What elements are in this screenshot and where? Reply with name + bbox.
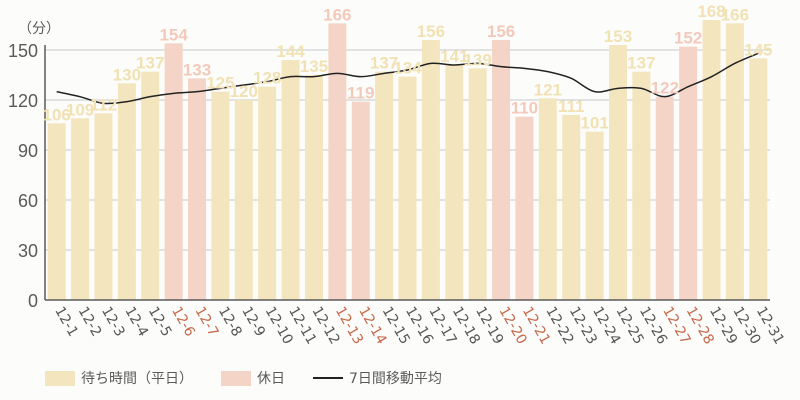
- bar-value-label: 156: [487, 22, 515, 41]
- bar: [749, 58, 768, 301]
- x-tick-label: 12-6: [168, 304, 198, 340]
- bar: [679, 46, 698, 300]
- bar: [351, 101, 370, 301]
- bar-value-label: 154: [159, 25, 188, 44]
- bar: [421, 40, 440, 300]
- bar-value-label: 128: [253, 69, 281, 88]
- bar-value-label: 137: [370, 54, 398, 73]
- legend: 待ち時間（平日） 休日 7日間移動平均: [45, 368, 470, 388]
- bar: [328, 23, 347, 300]
- bar: [71, 118, 90, 300]
- bar-value-label: 120: [230, 82, 258, 101]
- bar: [655, 96, 674, 301]
- holiday-swatch: [221, 370, 251, 386]
- bar-value-label: 101: [580, 114, 608, 133]
- bar-value-label: 110: [511, 99, 538, 118]
- bar: [445, 65, 464, 300]
- bar: [234, 100, 253, 300]
- x-tick-label: 12-7: [192, 304, 222, 340]
- bar: [281, 60, 300, 300]
- bar: [632, 71, 651, 301]
- legend-weekday: 待ち時間（平日）: [45, 368, 193, 388]
- y-tick-label: 120: [8, 91, 38, 111]
- y-tick-label: 150: [8, 41, 38, 61]
- bar: [258, 86, 277, 301]
- bar-value-label: 109: [66, 100, 94, 119]
- bar-value-label: 130: [113, 65, 141, 84]
- bar-value-label: 144: [276, 42, 305, 61]
- moving-average-line: [56, 52, 759, 105]
- bar: [375, 71, 394, 301]
- bar-value-label: 111: [558, 97, 585, 116]
- bar-value-label: 137: [136, 54, 164, 73]
- legend-holiday-label: 休日: [257, 371, 285, 387]
- x-axis-labels: 12-112-212-312-412-512-612-712-812-912-1…: [51, 304, 787, 347]
- bar: [188, 78, 207, 300]
- weekday-swatch: [45, 370, 75, 386]
- bar: [702, 20, 721, 300]
- bar-value-label: 141: [440, 47, 468, 66]
- bar: [515, 116, 534, 301]
- bar-value-label: 135: [300, 57, 328, 76]
- y-tick-label: 60: [18, 191, 38, 211]
- value-labels: 1061091121301371541331251201281441351661…: [43, 2, 773, 133]
- bars: [47, 20, 768, 301]
- bar: [398, 76, 417, 301]
- bar: [538, 98, 557, 300]
- legend-line-label: 7日間移動平均: [349, 371, 442, 387]
- bar-value-label: 152: [674, 29, 702, 48]
- bar-value-label: 133: [183, 60, 211, 79]
- bar-value-label: 137: [627, 54, 655, 73]
- y-tick-label: 30: [18, 241, 38, 261]
- bar: [211, 91, 230, 301]
- bar: [562, 115, 581, 300]
- bar: [725, 23, 744, 300]
- bar-value-label: 145: [744, 40, 772, 59]
- bar: [164, 43, 183, 300]
- bar-value-label: 166: [721, 5, 749, 24]
- bar-value-label: 153: [604, 27, 632, 46]
- x-tick-label: 12-3: [98, 304, 128, 340]
- legend-weekday-label: 待ち時間（平日）: [81, 371, 193, 387]
- x-tick-label: 12-1: [51, 304, 81, 340]
- bar-value-label: 106: [43, 105, 71, 124]
- bar-value-label: 125: [206, 74, 234, 93]
- bar-value-label: 156: [417, 22, 445, 41]
- axes: [44, 45, 770, 301]
- x-tick-label: 12-4: [121, 304, 151, 340]
- legend-holiday: 休日: [221, 368, 285, 388]
- bar: [585, 131, 604, 300]
- x-tick-label: 12-2: [75, 304, 105, 340]
- y-tick-label: 90: [18, 141, 38, 161]
- bar: [94, 113, 113, 300]
- bar: [492, 40, 511, 300]
- bar-value-label: 139: [463, 50, 491, 69]
- bar-line-chart: 1061091121301371541331251201281441351661…: [8, 2, 787, 347]
- legend-line: 7日間移動平均: [313, 368, 442, 388]
- y-axis-ticks: 0 30 60 90 120 150: [8, 41, 38, 311]
- line-swatch: [313, 377, 343, 379]
- x-tick-label: 12-8: [215, 304, 245, 340]
- bar-value-label: 112: [90, 95, 117, 114]
- bar: [608, 45, 627, 300]
- x-tick-label: 12-5: [145, 304, 175, 340]
- x-tick-label: 12-9: [238, 304, 268, 340]
- bar: [141, 71, 160, 301]
- bar-value-label: 166: [323, 5, 351, 24]
- bar: [117, 83, 136, 300]
- bar: [47, 123, 66, 300]
- bar: [304, 75, 323, 300]
- y-tick-label: 0: [28, 291, 38, 311]
- bar-value-label: 119: [347, 84, 374, 103]
- bar-value-label: 121: [534, 80, 562, 99]
- bar-value-label: 168: [697, 2, 725, 21]
- bar-value-label: 134: [393, 59, 422, 78]
- bar-value-label: 122: [651, 79, 679, 98]
- unit-label: （分）: [18, 21, 60, 37]
- bar: [468, 68, 487, 300]
